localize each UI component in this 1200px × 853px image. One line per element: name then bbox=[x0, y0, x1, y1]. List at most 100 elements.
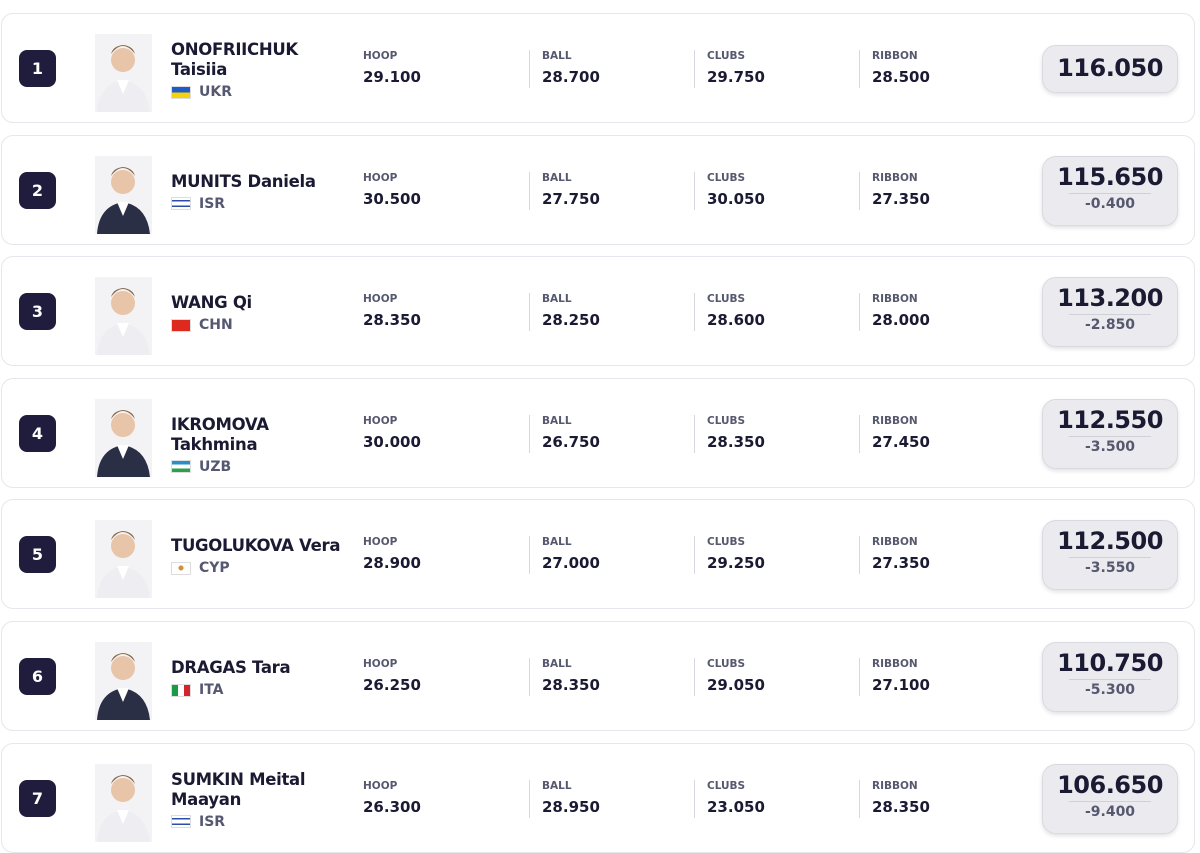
apparatus-score: BALL 28.250 bbox=[542, 293, 600, 329]
country-code: UKR bbox=[199, 84, 232, 100]
apparatus-label: RIBBON bbox=[872, 50, 918, 62]
athlete-name: WANG Qi CHN bbox=[171, 293, 351, 335]
athlete-name-text: WANG Qi bbox=[171, 293, 252, 313]
photo-silhouette bbox=[97, 774, 150, 842]
apparatus-score: BALL 28.700 bbox=[542, 50, 600, 86]
athlete-card[interactable]: 4 IKROMOVA Takhmina UZB HOOP 30.000 BALL 26.75… bbox=[1, 377, 1195, 488]
apparatus-score: HOOP 29.100 bbox=[363, 50, 421, 86]
rank-badge: 2 bbox=[19, 171, 56, 209]
total-box: 106.650 -9.400 bbox=[1042, 763, 1178, 834]
apparatus-score: RIBBON 27.100 bbox=[872, 658, 930, 694]
rank-badge: 3 bbox=[19, 293, 56, 331]
photo-silhouette bbox=[97, 409, 150, 477]
score-value: 29.100 bbox=[363, 68, 421, 86]
apparatus-label: RIBBON bbox=[872, 536, 918, 549]
apparatus-score: BALL 26.750 bbox=[542, 415, 600, 451]
apparatus-label: HOOP bbox=[363, 536, 398, 549]
country-code: UZB bbox=[199, 458, 232, 475]
gap-to-leader: -3.550 bbox=[1069, 557, 1151, 576]
total-box: 116.050 bbox=[1042, 45, 1178, 93]
country-flag bbox=[171, 460, 191, 474]
athlete-card[interactable]: 5 TUGOLUKOVA Vera CYP HOOP 28.900 BALL 27.000 C… bbox=[1, 499, 1195, 610]
athlete-card[interactable]: 3 WANG Qi CHN HOOP 28.350 BALL 28.250 CLUBS 28.6… bbox=[1, 256, 1195, 367]
total-score: 112.500 bbox=[1057, 527, 1163, 556]
total-box: 112.500 -3.550 bbox=[1042, 520, 1178, 591]
total-score: 110.750 bbox=[1057, 649, 1163, 677]
apparatus-score: BALL 27.000 bbox=[542, 536, 600, 572]
photo-silhouette bbox=[97, 653, 150, 720]
apparatus-label: CLUBS bbox=[707, 171, 746, 184]
nationality: ITA bbox=[171, 680, 351, 700]
athlete-name: SUMKIN Meital Maayan ISR bbox=[171, 770, 351, 832]
score-value: 28.250 bbox=[542, 311, 600, 330]
score-value: 29.050 bbox=[707, 676, 765, 694]
score-value: 28.500 bbox=[872, 68, 930, 86]
total-box: 110.750 -5.300 bbox=[1042, 642, 1178, 712]
athlete-card[interactable]: 2 MUNITS Daniela ISR HOOP 30.500 BALL 27.750 CL… bbox=[1, 134, 1195, 245]
score-value: 28.350 bbox=[707, 432, 765, 451]
score-value: 28.900 bbox=[363, 554, 421, 573]
nationality: UKR bbox=[171, 82, 351, 102]
athlete-name-text: IKROMOVA Takhmina bbox=[171, 414, 269, 454]
divider bbox=[859, 293, 860, 332]
score-value: 30.050 bbox=[707, 189, 765, 208]
athlete-card[interactable]: 6 DRAGAS Tara ITA HOOP 26.250 BALL 28.350 CLUBS… bbox=[1, 621, 1195, 731]
apparatus-label: HOOP bbox=[363, 414, 398, 427]
score-value: 30.000 bbox=[363, 432, 421, 451]
rank-badge: 1 bbox=[19, 50, 56, 87]
apparatus-label: HOOP bbox=[363, 658, 398, 670]
athlete-card[interactable]: 1 ONOFRIICHUK Taisiia UKR HOOP 29.100 BALL 28.… bbox=[1, 13, 1195, 123]
apparatus-score: CLUBS 30.050 bbox=[707, 172, 765, 208]
athlete-photo bbox=[95, 34, 152, 112]
gap-to-leader: -9.400 bbox=[1069, 800, 1151, 820]
athlete-card[interactable]: 7 SUMKIN Meital Maayan ISR HOOP 26.300 BALL 28… bbox=[1, 742, 1195, 853]
total-score: 113.200 bbox=[1057, 284, 1163, 313]
score-value: 26.750 bbox=[542, 432, 600, 451]
rank-badge: 4 bbox=[19, 414, 56, 452]
score-value: 28.000 bbox=[872, 311, 930, 330]
apparatus-label: CLUBS bbox=[707, 414, 746, 427]
athlete-name: MUNITS Daniela ISR bbox=[171, 172, 351, 214]
total-box: 115.650 -0.400 bbox=[1042, 155, 1178, 226]
apparatus-label: CLUBS bbox=[707, 293, 746, 306]
apparatus-label: RIBBON bbox=[872, 779, 918, 792]
country-flag bbox=[171, 815, 191, 829]
athlete-name: ONOFRIICHUK Taisiia UKR bbox=[171, 40, 351, 102]
apparatus-label: BALL bbox=[542, 293, 572, 306]
apparatus-score: HOOP 30.000 bbox=[363, 415, 421, 451]
divider bbox=[859, 171, 860, 210]
score-value: 28.700 bbox=[542, 68, 600, 86]
athlete-name-text: TUGOLUKOVA Vera bbox=[171, 536, 341, 556]
gap-to-leader: -3.500 bbox=[1069, 435, 1151, 455]
rank-badge: 7 bbox=[19, 779, 56, 817]
score-value: 27.350 bbox=[872, 554, 930, 573]
country-code: ITA bbox=[199, 682, 224, 698]
score-value: 28.600 bbox=[707, 311, 765, 330]
score-value: 28.350 bbox=[363, 311, 421, 330]
apparatus-score: CLUBS 28.350 bbox=[707, 415, 765, 451]
athlete-photo bbox=[95, 520, 152, 599]
apparatus-label: HOOP bbox=[363, 50, 398, 62]
divider bbox=[859, 779, 860, 818]
score-value: 27.100 bbox=[872, 676, 930, 694]
apparatus-score: CLUBS 23.050 bbox=[707, 780, 765, 816]
score-value: 27.000 bbox=[542, 554, 600, 573]
apparatus-label: BALL bbox=[542, 779, 572, 792]
divider bbox=[529, 536, 530, 575]
divider bbox=[859, 658, 860, 696]
nationality: CYP bbox=[171, 558, 351, 578]
athlete-name: IKROMOVA Takhmina UZB bbox=[171, 415, 351, 477]
score-value: 27.350 bbox=[872, 189, 930, 208]
apparatus-score: RIBBON 27.350 bbox=[872, 536, 930, 572]
total-score: 106.650 bbox=[1057, 770, 1163, 799]
apparatus-label: BALL bbox=[542, 536, 572, 549]
score-value: 26.250 bbox=[363, 676, 421, 694]
apparatus-score: BALL 27.750 bbox=[542, 172, 600, 208]
score-value: 27.450 bbox=[872, 432, 930, 451]
apparatus-label: BALL bbox=[542, 414, 572, 427]
apparatus-label: RIBBON bbox=[872, 414, 918, 427]
nationality: ISR bbox=[171, 194, 351, 214]
apparatus-label: BALL bbox=[542, 50, 572, 62]
athlete-photo bbox=[95, 642, 152, 720]
country-code: CHN bbox=[199, 317, 233, 334]
